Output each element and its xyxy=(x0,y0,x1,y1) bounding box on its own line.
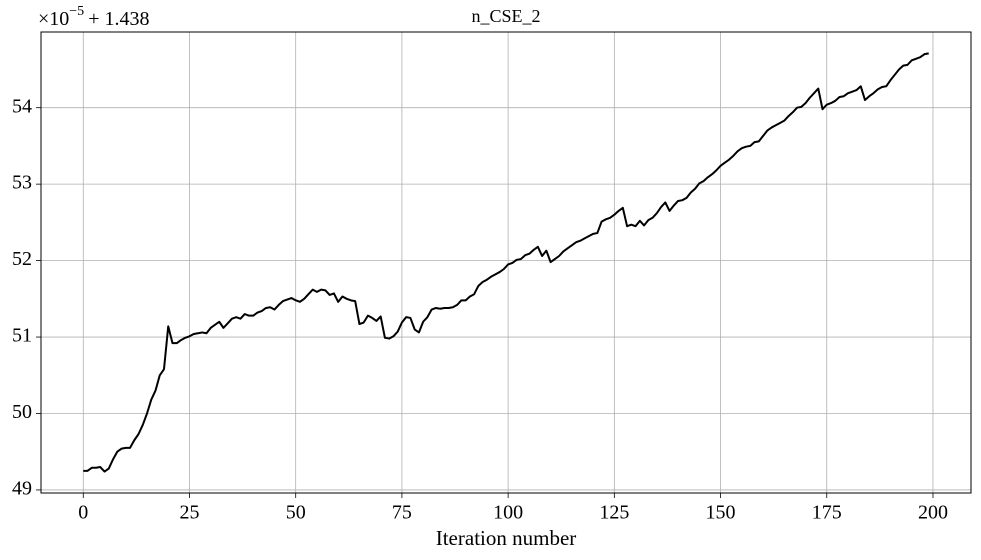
x-tick-label: 150 xyxy=(706,502,736,524)
x-tick-label: 25 xyxy=(179,502,199,524)
x-tick-label: 75 xyxy=(392,502,412,524)
offset-exponent: −5 xyxy=(69,4,84,19)
y-tick-label: 52 xyxy=(12,248,32,270)
y-tick-label: 49 xyxy=(12,478,32,500)
y-offset: ×10−5 + 1.438 xyxy=(38,4,149,29)
x-tick-label: 50 xyxy=(286,502,306,524)
x-axis-label: Iteration number xyxy=(436,526,577,550)
offset-shift: + 1.438 xyxy=(88,8,149,30)
plot-frame xyxy=(40,31,972,494)
data-line xyxy=(83,52,929,473)
chart-title: n_CSE_2 xyxy=(471,6,540,26)
x-tick-label: 200 xyxy=(918,502,948,524)
y-tick-label: 54 xyxy=(12,95,32,117)
y-tick-label: 51 xyxy=(12,325,32,347)
y-tick-label: 50 xyxy=(12,401,32,423)
y-tick-label: 53 xyxy=(12,172,32,194)
x-tick-label: 175 xyxy=(812,502,842,524)
x-tick-label: 100 xyxy=(493,502,523,524)
x-tick-label: 125 xyxy=(599,502,629,524)
offset-base: ×10 xyxy=(38,8,69,30)
x-tick-label: 0 xyxy=(78,502,88,524)
